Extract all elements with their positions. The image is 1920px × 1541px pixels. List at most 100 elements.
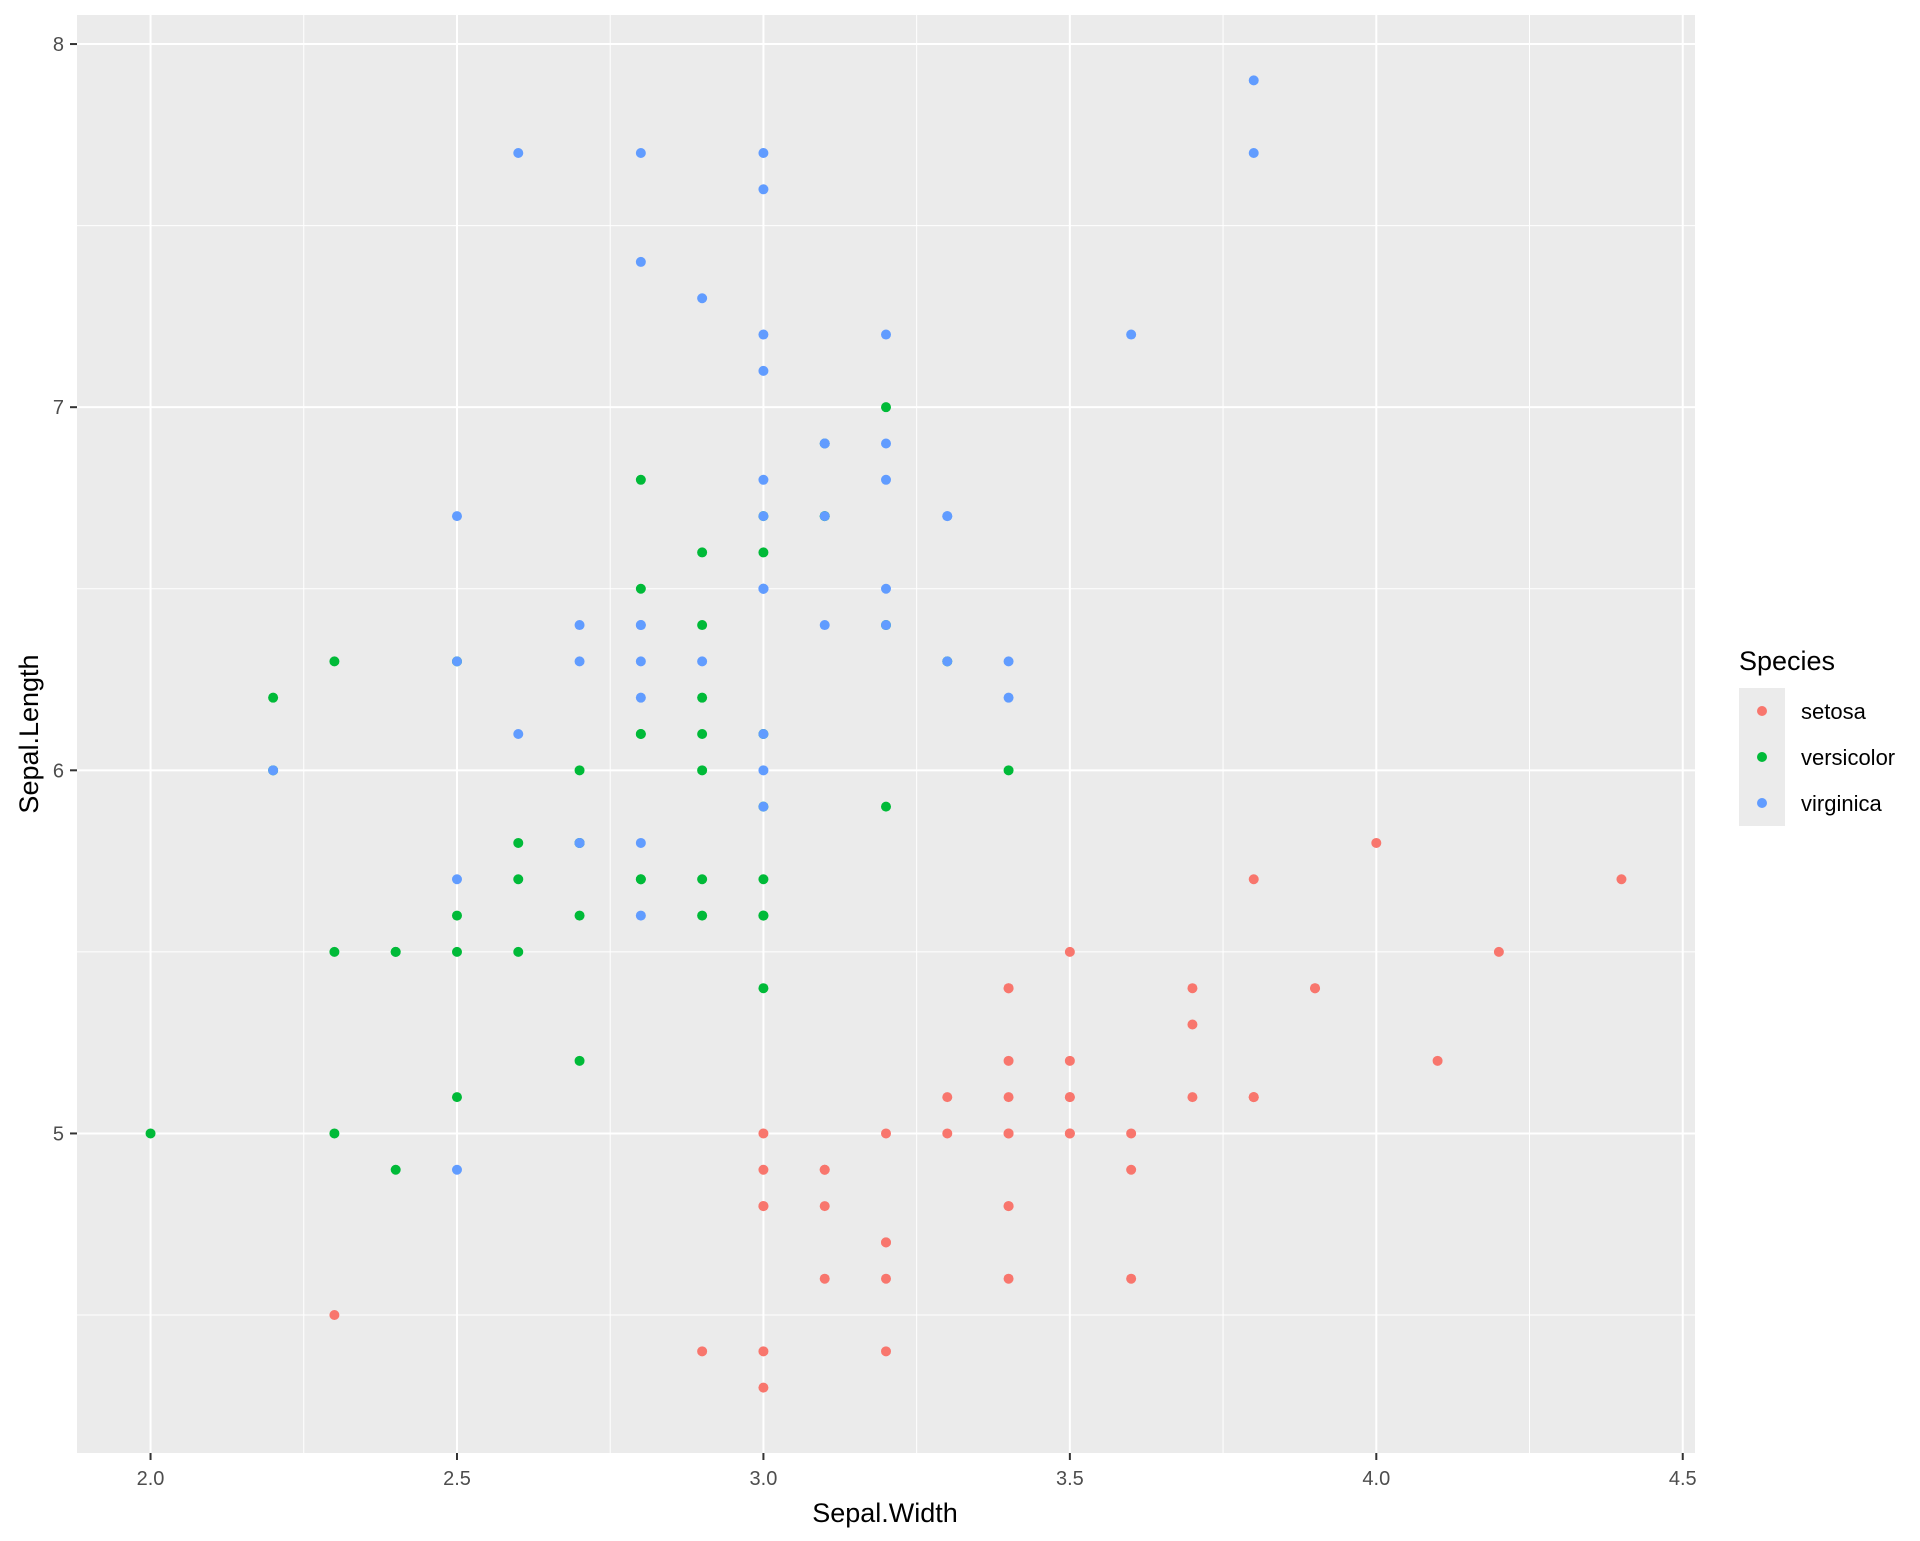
data-point-versicolor	[697, 692, 708, 703]
data-point-versicolor	[758, 983, 769, 994]
data-point-virginica	[451, 511, 462, 522]
data-point-virginica	[758, 729, 769, 739]
data-point-virginica	[758, 583, 769, 594]
data-point-setosa	[881, 1346, 891, 1357]
data-point-virginica	[758, 329, 769, 340]
data-point-versicolor	[574, 910, 585, 921]
data-point-versicolor	[574, 765, 585, 776]
legend-marker-setosa	[1757, 706, 1767, 716]
data-point-virginica	[268, 765, 279, 776]
data-point-virginica	[635, 837, 646, 848]
data-point-setosa	[1064, 1092, 1075, 1103]
data-point-setosa	[1064, 1128, 1075, 1139]
y-axis: 5 6 7 8	[53, 34, 77, 1145]
data-point-versicolor	[697, 620, 708, 631]
data-point-setosa	[1064, 1055, 1075, 1066]
legend-marker-versicolor	[1757, 752, 1767, 762]
x-tick-label: 4.0	[1362, 1468, 1390, 1490]
data-point-setosa	[329, 1310, 340, 1321]
data-point-setosa	[1126, 1164, 1137, 1175]
x-tick-label: 2.0	[137, 1468, 165, 1490]
data-point-versicolor	[268, 692, 279, 703]
data-point-virginica	[635, 692, 646, 703]
data-point-setosa	[1003, 1092, 1014, 1103]
data-point-virginica	[635, 910, 646, 921]
data-point-setosa	[758, 1346, 769, 1357]
data-point-virginica	[451, 874, 462, 885]
data-point-virginica	[635, 147, 646, 158]
data-point-versicolor	[390, 946, 401, 957]
data-point-versicolor	[697, 910, 708, 921]
data-point-versicolor	[145, 1128, 156, 1139]
data-point-virginica	[1248, 147, 1259, 158]
data-point-versicolor	[451, 910, 462, 921]
data-point-virginica	[513, 147, 524, 158]
data-point-versicolor	[329, 656, 340, 667]
data-point-setosa	[1432, 1055, 1443, 1066]
data-point-virginica	[819, 438, 830, 449]
data-point-virginica	[942, 656, 953, 667]
data-point-virginica	[881, 438, 891, 449]
data-point-setosa	[1371, 837, 1382, 848]
data-point-setosa	[1493, 946, 1504, 957]
data-point-versicolor	[513, 874, 524, 885]
data-point-setosa	[942, 1092, 953, 1103]
data-point-setosa	[1003, 1055, 1014, 1066]
x-axis-title: Sepal.Width	[812, 1498, 958, 1528]
data-point-setosa	[881, 1128, 891, 1139]
legend-title: Species	[1739, 646, 1835, 676]
data-point-versicolor	[697, 874, 708, 885]
data-point-versicolor	[451, 1092, 462, 1103]
data-point-versicolor	[635, 474, 646, 485]
legend-marker-virginica	[1757, 798, 1767, 808]
data-point-virginica	[881, 583, 891, 594]
data-point-setosa	[881, 1237, 891, 1248]
data-point-setosa	[758, 1128, 769, 1139]
data-point-versicolor	[635, 729, 646, 739]
legend-label-virginica: virginica	[1801, 791, 1882, 816]
data-point-setosa	[758, 1382, 769, 1393]
data-point-virginica	[1126, 329, 1137, 340]
data-point-versicolor	[635, 874, 646, 885]
data-point-versicolor	[697, 729, 708, 739]
data-points	[145, 75, 1627, 1393]
data-point-versicolor	[329, 946, 340, 957]
y-tick-label: 5	[53, 1123, 64, 1145]
data-point-virginica	[635, 256, 646, 267]
data-point-virginica	[758, 184, 769, 195]
data-point-setosa	[758, 1201, 769, 1212]
data-point-setosa	[1248, 874, 1259, 885]
data-point-virginica	[881, 474, 891, 485]
data-point-setosa	[942, 1128, 953, 1139]
data-point-setosa	[881, 1273, 891, 1284]
data-point-virginica	[758, 365, 769, 376]
data-point-setosa	[1003, 1273, 1014, 1284]
data-point-virginica	[942, 511, 953, 522]
legend: Species setosa versicolor virginica	[1739, 646, 1895, 826]
data-point-versicolor	[881, 402, 891, 413]
y-tick-label: 6	[53, 760, 64, 782]
data-point-versicolor	[697, 765, 708, 776]
x-tick-label: 4.5	[1669, 1468, 1697, 1490]
data-point-versicolor	[574, 1055, 585, 1066]
data-point-versicolor	[329, 1128, 340, 1139]
data-point-virginica	[819, 620, 830, 631]
data-point-versicolor	[513, 946, 524, 957]
data-point-setosa	[1126, 1128, 1137, 1139]
data-point-virginica	[758, 801, 769, 812]
data-point-setosa	[1187, 1019, 1198, 1030]
data-point-versicolor	[758, 547, 769, 558]
data-point-virginica	[513, 729, 524, 739]
data-point-versicolor	[758, 910, 769, 921]
data-point-virginica	[881, 329, 891, 340]
data-point-virginica	[819, 511, 830, 522]
data-point-virginica	[635, 620, 646, 631]
data-point-versicolor	[881, 801, 891, 812]
y-axis-title: Sepal.Length	[14, 654, 44, 813]
data-point-virginica	[1003, 692, 1014, 703]
data-point-versicolor	[513, 837, 524, 848]
data-point-versicolor	[451, 946, 462, 957]
data-point-setosa	[1187, 1092, 1198, 1103]
